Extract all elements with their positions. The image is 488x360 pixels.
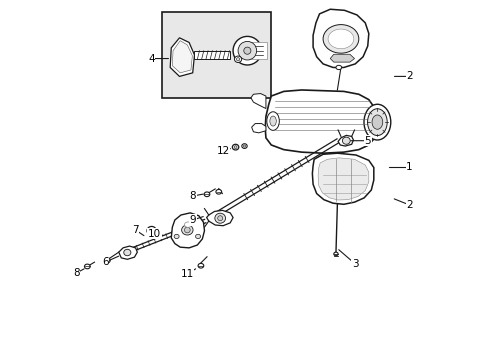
Ellipse shape [323,24,358,53]
Polygon shape [171,213,204,248]
Ellipse shape [335,65,341,69]
Polygon shape [264,90,375,153]
Ellipse shape [238,41,256,60]
Text: 4: 4 [148,54,155,64]
Ellipse shape [327,29,353,49]
Ellipse shape [217,216,222,221]
Ellipse shape [123,249,131,256]
Ellipse shape [105,259,108,262]
Bar [245,42,266,59]
Ellipse shape [233,36,261,65]
Text: 2: 2 [406,71,412,81]
Bar [162,12,271,98]
Text: 8: 8 [189,191,196,201]
Ellipse shape [367,109,386,135]
Ellipse shape [342,137,349,144]
Text: 1: 1 [406,162,412,172]
Ellipse shape [198,264,203,268]
Bar [193,51,230,59]
Ellipse shape [184,227,190,233]
Ellipse shape [214,213,225,223]
Ellipse shape [84,264,90,269]
Text: 7: 7 [132,225,139,235]
Ellipse shape [147,226,156,235]
Polygon shape [170,38,194,76]
Ellipse shape [234,146,237,149]
Polygon shape [250,94,265,109]
Ellipse shape [174,234,179,239]
Polygon shape [329,54,354,62]
Polygon shape [317,158,368,200]
Polygon shape [337,135,353,146]
Ellipse shape [266,112,279,130]
Ellipse shape [236,58,239,61]
Polygon shape [206,210,233,226]
Ellipse shape [363,104,390,140]
Polygon shape [172,41,192,73]
Text: 6: 6 [102,257,108,267]
Ellipse shape [234,56,241,63]
Polygon shape [119,246,137,259]
Ellipse shape [149,229,154,233]
Ellipse shape [243,145,245,147]
Ellipse shape [242,144,246,148]
Ellipse shape [333,252,337,256]
Text: 3: 3 [351,259,358,269]
Polygon shape [312,9,368,67]
Ellipse shape [181,225,193,235]
Text: 10: 10 [147,229,161,239]
Ellipse shape [195,234,200,239]
Text: 2: 2 [406,200,412,210]
Text: 9: 9 [189,215,196,225]
Ellipse shape [371,115,382,129]
Ellipse shape [269,116,276,126]
Ellipse shape [103,258,110,263]
Ellipse shape [203,192,209,197]
Text: 11: 11 [181,269,194,279]
Ellipse shape [184,222,191,227]
Text: 8: 8 [73,268,80,278]
Polygon shape [251,123,265,133]
Polygon shape [312,153,373,204]
Ellipse shape [150,229,153,232]
Ellipse shape [216,189,221,194]
Ellipse shape [244,47,250,54]
Text: 12: 12 [216,146,229,156]
Ellipse shape [232,144,238,150]
Text: 5: 5 [364,136,370,146]
